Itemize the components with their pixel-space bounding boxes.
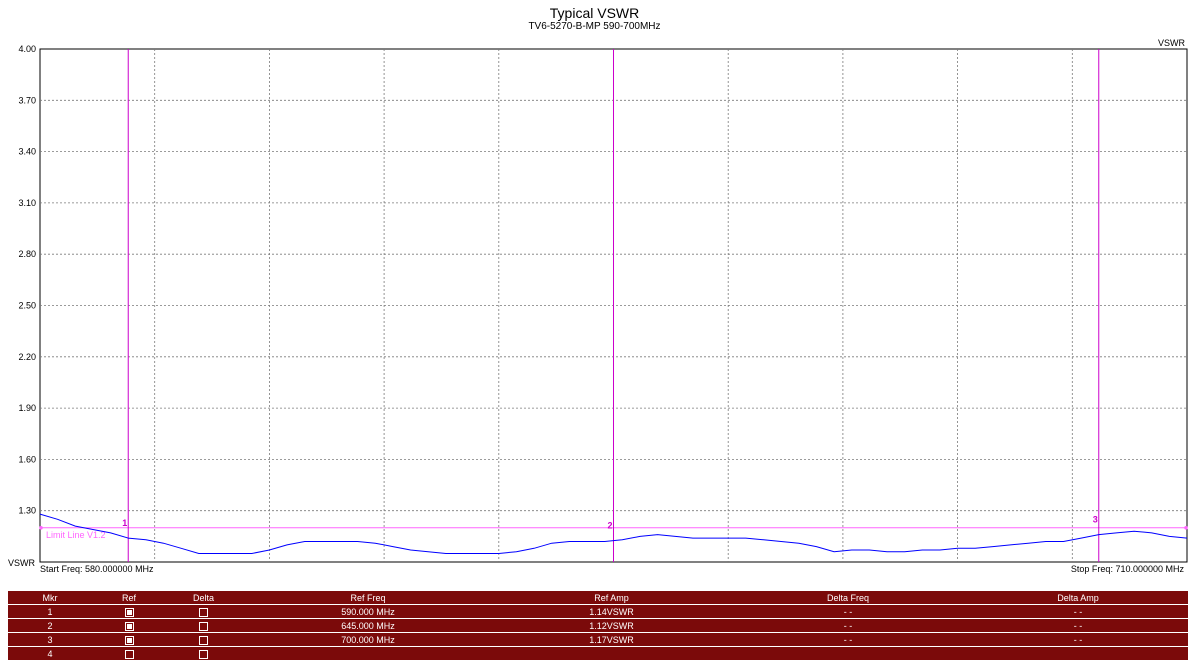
ref-amp-cell: [495, 646, 728, 661]
marker-layer: 1 2 3: [122, 49, 1100, 562]
chart-title: Typical VSWR: [549, 5, 640, 21]
y-tick-label: 3.10: [18, 198, 36, 208]
ref-freq-cell: 700.000 MHz: [241, 632, 495, 647]
limit-line-end-dot: [1184, 526, 1188, 530]
delta-freq-cell: - -: [728, 604, 968, 619]
ref-checkbox[interactable]: [124, 607, 134, 617]
ref-checkbox[interactable]: [124, 635, 134, 645]
marker-label-2: 2: [608, 521, 613, 531]
delta-checkbox[interactable]: [199, 649, 208, 659]
marker-label-3: 3: [1093, 515, 1098, 525]
start-frequency-label: Start Freq: 580.000000 MHz: [40, 564, 154, 574]
marker-number: 1: [8, 604, 92, 619]
header-ref: Ref: [92, 591, 166, 605]
delta-checkbox-cell: [166, 632, 241, 647]
ref-freq-cell: 590.000 MHz: [241, 604, 495, 619]
marker-number: 4: [8, 646, 92, 661]
marker-table-header: Mkr Ref Delta Ref Freq Ref Amp Delta Fre…: [8, 591, 1188, 605]
marker-label-1: 1: [122, 518, 127, 528]
ref-checkbox-cell: [92, 646, 166, 661]
y-tick-label: 3.40: [18, 147, 36, 157]
y-axis-label-top: VSWR: [1158, 38, 1186, 48]
ref-amp-cell: 1.12VSWR: [495, 618, 728, 633]
delta-amp-cell: - -: [968, 604, 1188, 619]
header-delta-amp: Delta Amp: [968, 591, 1188, 605]
y-tick-label: 4.00: [18, 44, 36, 54]
ref-freq-cell: [241, 646, 495, 661]
y-tick-label: 2.50: [18, 301, 36, 311]
delta-checkbox-cell: [166, 646, 241, 661]
y-tick-label: 3.70: [18, 95, 36, 105]
delta-checkbox-cell: [166, 604, 241, 619]
delta-amp-cell: [968, 646, 1188, 661]
marker-table: Mkr Ref Delta Ref Freq Ref Amp Delta Fre…: [8, 591, 1188, 661]
ref-checkbox-cell: [92, 632, 166, 647]
marker-row: 4: [8, 646, 1188, 661]
ref-checkbox-cell: [92, 604, 166, 619]
header-delta: Delta: [166, 591, 241, 605]
delta-checkbox[interactable]: [199, 635, 208, 645]
delta-amp-cell: - -: [968, 618, 1188, 633]
y-axis-label-bottom: VSWR: [8, 558, 36, 568]
ref-checkbox-cell: [92, 618, 166, 633]
ref-checkbox[interactable]: [124, 621, 134, 631]
vswr-trace: [39, 513, 1188, 554]
marker-row: 1 590.000 MHz 1.14VSWR - -- -: [8, 604, 1188, 619]
delta-freq-cell: [728, 646, 968, 661]
delta-amp-cell: - -: [968, 632, 1188, 647]
y-tick-label: 2.80: [18, 249, 36, 259]
y-tick-label: 2.20: [18, 352, 36, 362]
marker-row: 3 700.000 MHz 1.17VSWR - -- -: [8, 632, 1188, 647]
marker-number: 2: [8, 618, 92, 633]
delta-checkbox[interactable]: [199, 621, 208, 631]
y-tick-label: 1.90: [18, 403, 36, 413]
limit-line-start-dot: [39, 526, 43, 530]
marker-table-body: 1 590.000 MHz 1.14VSWR - -- -2 645.000 MHz 1.…: [8, 604, 1188, 661]
y-tick-label: 1.30: [18, 506, 36, 516]
header-ref-amp: Ref Amp: [495, 591, 728, 605]
limit-line-label: Limit Line V1.2: [46, 530, 106, 540]
ref-amp-cell: 1.17VSWR: [495, 632, 728, 647]
delta-freq-cell: - -: [728, 618, 968, 633]
delta-freq-cell: - -: [728, 632, 968, 647]
series-layer: [39, 513, 1188, 554]
chart-subtitle: TV6-5270-B-MP 590-700MHz: [528, 21, 661, 32]
vswr-chart: 4.00 3.70 3.40 3.10 2.80 2.50 2.20 1.90 1.60 1.30…: [8, 38, 1188, 574]
delta-checkbox[interactable]: [199, 607, 208, 617]
marker-number: 3: [8, 632, 92, 647]
delta-checkbox-cell: [166, 618, 241, 633]
header-mkr: Mkr: [8, 591, 92, 605]
stop-frequency-label: Stop Freq: 710.000000 MHz: [1071, 564, 1185, 574]
y-tick-labels: 4.00 3.70 3.40 3.10 2.80 2.50 2.20 1.90 1.60 1.30: [18, 44, 36, 516]
ref-amp-cell: 1.14VSWR: [495, 604, 728, 619]
header-ref-freq: Ref Freq: [241, 591, 495, 605]
header-delta-freq: Delta Freq: [728, 591, 968, 605]
ref-freq-cell: 645.000 MHz: [241, 618, 495, 633]
ref-checkbox[interactable]: [124, 649, 134, 659]
y-tick-label: 1.60: [18, 454, 36, 464]
marker-row: 2 645.000 MHz 1.12VSWR - -- -: [8, 618, 1188, 633]
